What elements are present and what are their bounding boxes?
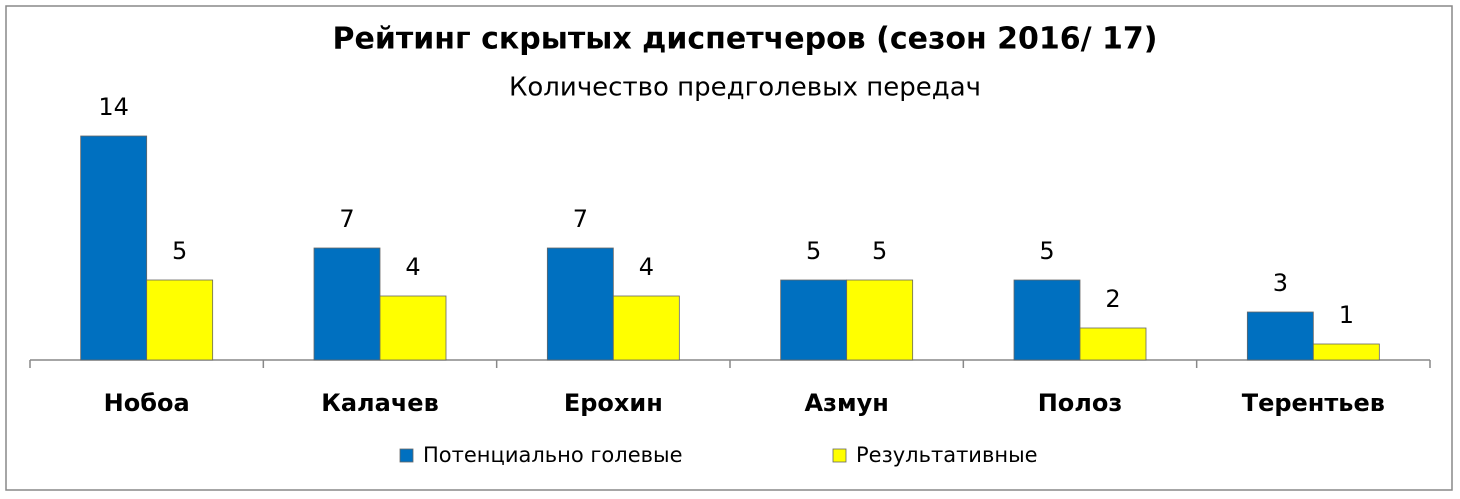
data-label: 5 (172, 237, 187, 265)
data-label: 14 (98, 93, 129, 121)
bar (1312, 343, 1380, 361)
x-tick-label: Терентьев (1242, 389, 1385, 417)
legend-label: Результативные (856, 443, 1038, 467)
bar (379, 295, 447, 361)
data-label: 4 (639, 253, 654, 281)
data-label: 7 (339, 205, 354, 233)
legend-label: Потенциально голевые (423, 443, 683, 467)
data-label: 1 (1339, 301, 1354, 329)
data-label: 5 (806, 237, 821, 265)
legend-swatch (832, 448, 847, 463)
bar (313, 247, 381, 361)
chart-border (5, 5, 1453, 491)
bar (1246, 311, 1314, 361)
x-tick-label: Азмун (804, 389, 888, 417)
chart-subtitle: Количество предголевых передач (509, 73, 981, 103)
legend-swatch (399, 448, 414, 463)
data-label: 5 (1039, 237, 1054, 265)
bar (1013, 279, 1081, 361)
bar (780, 279, 848, 361)
bar (146, 279, 214, 361)
data-label: 5 (872, 237, 887, 265)
bar (612, 295, 680, 361)
bar (846, 279, 914, 361)
bar (80, 135, 148, 361)
data-label: 7 (573, 205, 588, 233)
x-tick-label: Полоз (1038, 389, 1123, 417)
chart-title: Рейтинг скрытых диспетчеров (сезон 2016/… (332, 22, 1157, 57)
bar (546, 247, 614, 361)
x-tick-label: Калачев (321, 389, 439, 417)
x-tick-label: Нобоа (104, 389, 190, 417)
x-tick-label: Ерохин (564, 389, 663, 417)
data-label: 3 (1273, 269, 1288, 297)
data-label: 2 (1105, 285, 1120, 313)
data-label: 4 (405, 253, 420, 281)
bar (1079, 327, 1147, 361)
